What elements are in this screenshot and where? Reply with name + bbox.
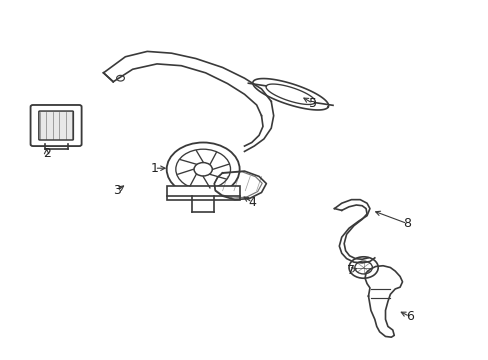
FancyBboxPatch shape	[30, 105, 81, 146]
Text: 2: 2	[42, 147, 50, 160]
Text: 8: 8	[403, 217, 410, 230]
FancyBboxPatch shape	[166, 186, 239, 200]
Text: 1: 1	[150, 162, 158, 175]
Text: 6: 6	[405, 310, 413, 323]
Text: 7: 7	[347, 264, 355, 276]
Text: 3: 3	[113, 184, 121, 197]
FancyBboxPatch shape	[39, 111, 73, 140]
Text: 4: 4	[248, 195, 256, 209]
Text: 5: 5	[308, 97, 316, 110]
